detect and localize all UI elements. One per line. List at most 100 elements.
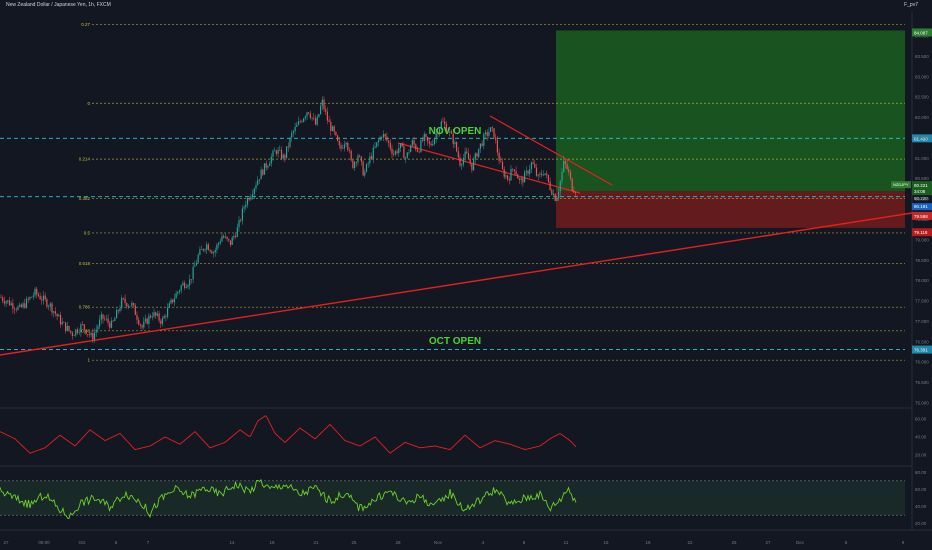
candle-body <box>216 244 218 251</box>
candle-body <box>566 163 568 170</box>
candle-body <box>258 179 260 181</box>
candle-body <box>435 133 437 139</box>
rsi-line <box>0 478 577 520</box>
candle-body <box>354 162 356 169</box>
candle-body <box>532 162 534 164</box>
candle-body <box>481 143 483 146</box>
candle-body <box>352 160 354 169</box>
candle-body <box>340 145 342 149</box>
candle-body <box>218 243 220 245</box>
candle-body <box>63 322 65 323</box>
candle-body <box>65 322 67 331</box>
candle-body <box>422 140 424 142</box>
candle-body <box>124 298 126 304</box>
candle-body <box>357 155 359 163</box>
candle-body <box>153 312 155 317</box>
candle-body <box>311 117 313 119</box>
candle-body <box>360 156 362 162</box>
candle-body <box>488 131 490 136</box>
candle-body <box>384 134 386 137</box>
candle-body <box>510 168 512 181</box>
price-axis-tick: 75.000 <box>915 401 929 406</box>
candle-body <box>136 315 138 320</box>
candle-body <box>362 161 364 176</box>
candle-body <box>139 324 141 326</box>
candle-body <box>364 171 366 176</box>
candle-body <box>241 208 243 221</box>
candle-body <box>337 135 339 141</box>
fib-level-label: 0.27 <box>81 22 90 27</box>
time-axis-tick: 7 <box>147 540 150 545</box>
candle-body <box>291 132 293 138</box>
candle-body <box>330 122 332 131</box>
candle-body <box>350 150 352 161</box>
stop-loss-zone <box>556 191 905 228</box>
candle-body <box>93 332 96 340</box>
candle-body <box>297 121 300 125</box>
candle-body <box>31 297 33 298</box>
candle-body <box>507 175 509 180</box>
candle-body <box>36 288 38 295</box>
time-axis-tick: 6 <box>845 540 848 545</box>
candle-body <box>394 151 396 155</box>
symbol-title: New Zealand Dollar / Japanese Yen, 1h, F… <box>6 2 111 8</box>
candle-body <box>449 131 451 133</box>
key-level-tag-text: 81.490 <box>914 136 928 141</box>
candle-body <box>269 163 271 166</box>
ascending-trendline <box>0 212 913 356</box>
candle-body <box>27 298 29 300</box>
candle-body <box>299 121 301 122</box>
candle-body <box>226 236 228 239</box>
candle-body <box>73 335 75 336</box>
candle-body <box>500 160 502 162</box>
candle-body <box>348 149 351 151</box>
candle-body <box>78 332 80 333</box>
candle-body <box>240 219 242 221</box>
candle-body <box>19 304 21 307</box>
candle-body <box>195 262 198 266</box>
candle-body <box>219 241 221 244</box>
candle-body <box>275 150 277 154</box>
candle-body <box>207 244 209 251</box>
time-axis-tick: 06:00 <box>38 540 50 545</box>
candle-body <box>224 236 226 238</box>
candle-body <box>199 249 201 255</box>
candle-body <box>20 304 22 308</box>
candle-body <box>391 148 393 154</box>
candle-body <box>17 306 19 310</box>
candle-body <box>71 332 73 336</box>
candle-body <box>42 295 45 301</box>
price-axis-tick: 76.500 <box>915 339 929 344</box>
candle-body <box>102 314 104 319</box>
last-price-tag <box>912 181 932 196</box>
candle-body <box>194 265 196 267</box>
candle-body <box>445 124 447 132</box>
candle-body <box>508 179 510 181</box>
candle-body <box>228 238 230 241</box>
time-axis-tick: Oct <box>78 540 86 545</box>
candle-body <box>66 325 68 331</box>
candle-body <box>129 305 131 307</box>
candle-body <box>177 291 179 294</box>
candle-body <box>513 169 515 172</box>
last-price-value: 80.221 <box>914 183 928 188</box>
candle-body <box>165 315 167 317</box>
candle-body <box>126 303 128 307</box>
price-axis-tick: 82.500 <box>915 95 929 100</box>
candle-body <box>127 305 130 307</box>
candle-body <box>2 297 4 301</box>
time-axis-tick: 27 <box>3 540 9 545</box>
candle-body <box>454 142 456 144</box>
candle-body <box>306 112 308 117</box>
prev-price-tag-text: 80.191 <box>914 204 928 209</box>
candle-body <box>133 302 135 306</box>
candle-body <box>309 113 311 118</box>
candle-body <box>243 207 245 209</box>
candle-body <box>121 298 123 309</box>
candle-body <box>427 136 429 142</box>
candle-body <box>505 175 507 177</box>
candle-body <box>563 160 565 172</box>
candle-body <box>59 315 62 325</box>
candle-body <box>342 148 344 149</box>
